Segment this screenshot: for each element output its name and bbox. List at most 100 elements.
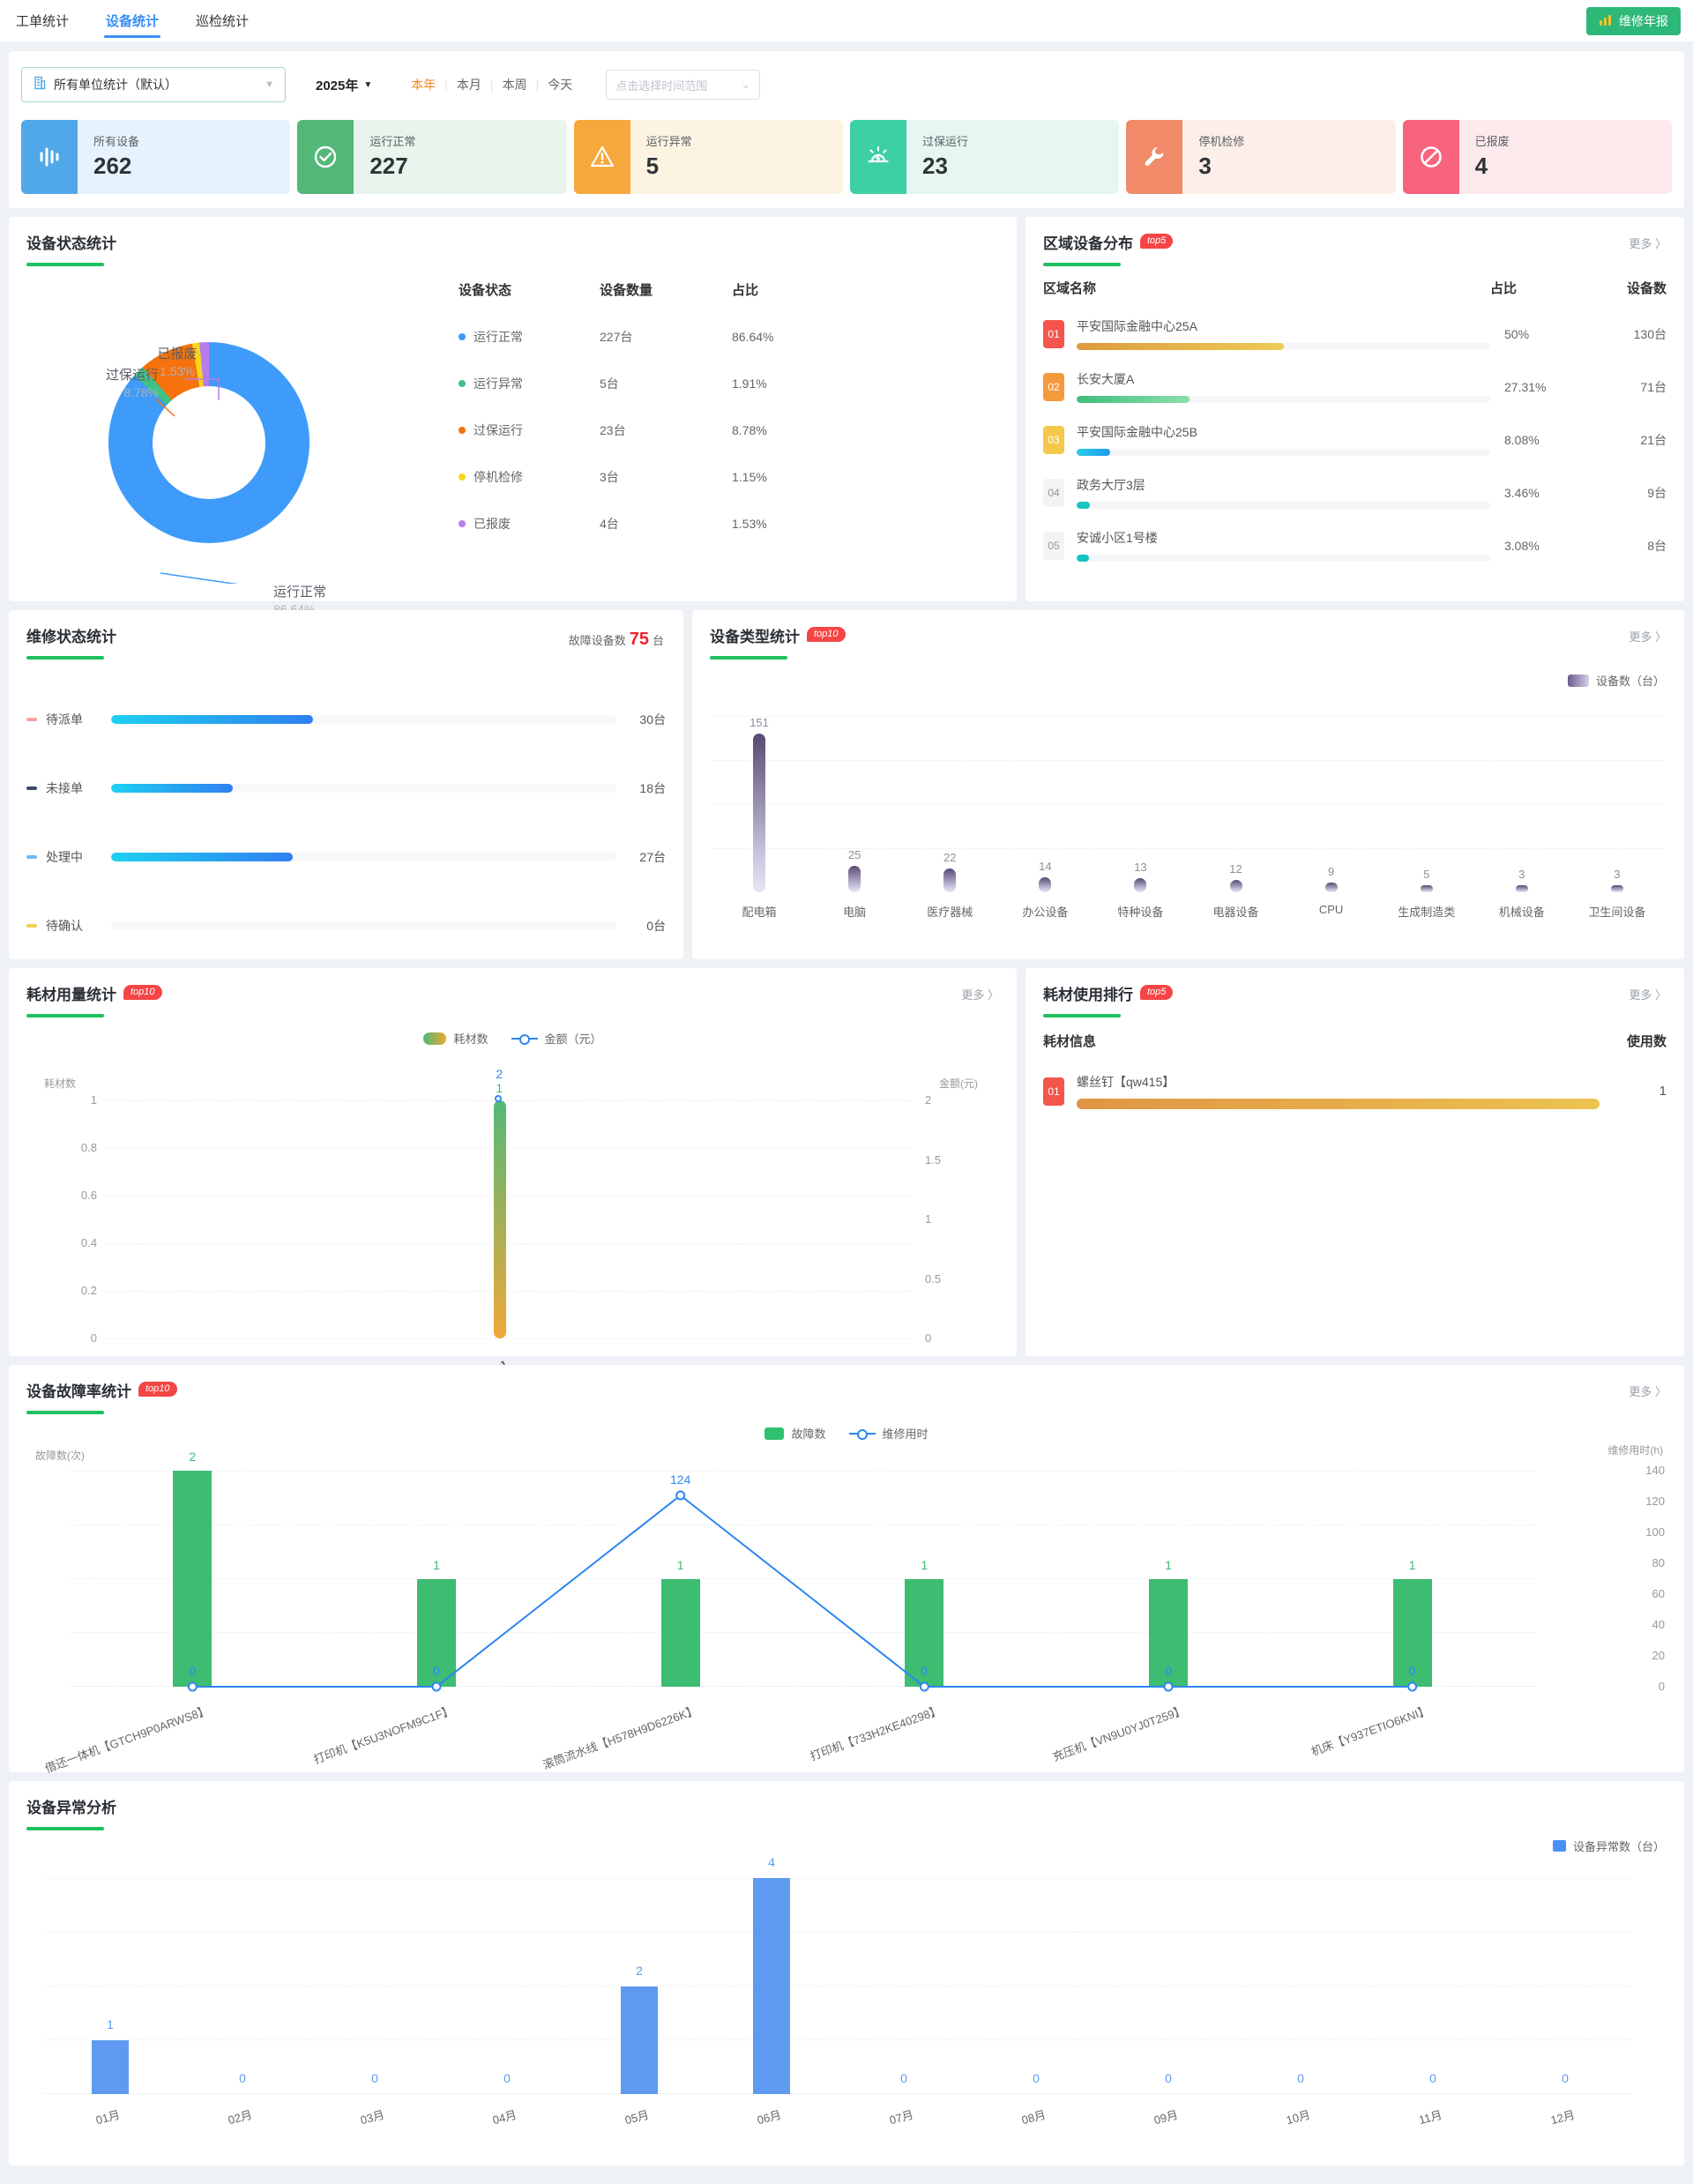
quick-this-week[interactable]: 本周 [502, 78, 527, 92]
region-row: 05 安诚小区1号楼 3.08% 8台 [1043, 529, 1667, 562]
tab-inspection[interactable]: 巡检统计 [196, 14, 250, 29]
panel-title: 设备故障率统计 [26, 1383, 131, 1400]
consumable-count: 1 [1659, 1084, 1667, 1099]
quick-today[interactable]: 今天 [548, 78, 573, 92]
fault-bar [660, 1578, 700, 1687]
region-name: 政务大厅3层 [1077, 478, 1145, 492]
bar-value-label: 1 [433, 1557, 440, 1572]
type-category-label: 特种设备 [1117, 906, 1164, 919]
legend-swatch [764, 1427, 785, 1440]
type-category-label: 电器设备 [1212, 906, 1259, 919]
region-pct: 8.08% [1504, 432, 1540, 447]
stat-label: 运行异常 [645, 135, 692, 148]
stat-card-body: 已报废 4 [1459, 120, 1672, 194]
tab-work-orders[interactable]: 工单统计 [16, 14, 70, 29]
axis-tick: 40 [1652, 1618, 1665, 1631]
stat-label: 过保运行 [921, 135, 968, 148]
bar-value-label: 1 [1408, 1557, 1416, 1572]
top-tab-bar: 工单统计 设备统计 巡检统计 维修年报 [0, 0, 1693, 42]
bar-value-label: 0 [900, 2071, 907, 2085]
month-label: 09月 [1152, 2107, 1180, 2128]
warning-triangle-icon [573, 120, 630, 194]
type-bar-column: 13 [1093, 716, 1188, 892]
more-link[interactable]: 更多 〉 [1629, 237, 1667, 250]
axis-tick: 80 [1652, 1556, 1665, 1569]
stat-card-body: 停机检修 3 [1182, 120, 1395, 194]
type-category-label: 生成制造类 [1398, 906, 1456, 919]
legend-dash [26, 786, 37, 790]
abnormal-bar [92, 2039, 129, 2094]
region-count: 71台 [1640, 379, 1667, 394]
quick-this-year[interactable]: 本年 [411, 78, 436, 92]
table-row: 运行异常 5台 1.91% [459, 375, 873, 392]
stat-card-body: 所有设备 262 [78, 120, 290, 194]
table-row: 运行正常 227台 86.64% [459, 328, 873, 346]
stat-card: 过保运行 23 [849, 120, 1120, 194]
status-label: 运行正常 [474, 330, 523, 344]
type-bar [1324, 883, 1338, 892]
month-label: 01月 [94, 2107, 122, 2128]
quick-range-group: 本年 | 本月 | 本周 | 今天 [402, 76, 581, 93]
unit-select[interactable]: 所有单位统计（默认） ▼ [21, 67, 286, 102]
type-bar-column: 22 [902, 716, 997, 892]
maintenance-report-button[interactable]: 维修年报 [1586, 7, 1681, 35]
month-label: 11月 [1417, 2107, 1443, 2128]
type-bar [1610, 885, 1623, 892]
year-select[interactable]: 2025年 ▼ [316, 78, 373, 93]
status-label: 过保运行 [474, 423, 523, 437]
device-type-chart: 151 25 22 14 13 12 9 5 3 3 [712, 716, 1665, 892]
more-link[interactable]: 更多 〉 [1629, 630, 1667, 644]
right-axis-title: 金额(元) [939, 1077, 978, 1090]
axis-tick: 1 [925, 1212, 932, 1226]
legend-swatch [1567, 674, 1589, 687]
wrench-icon [1126, 120, 1183, 194]
bar-value-label: 151 [750, 716, 769, 729]
abnormal-bar [753, 1878, 790, 2094]
legend-dash [26, 924, 37, 928]
legend-dash [26, 855, 37, 859]
repair-bar-track [111, 921, 616, 930]
fault-bar [173, 1471, 213, 1687]
filter-card: 所有单位统计（默认） ▼ 2025年 ▼ 本年 | 本月 | 本周 | 今天 点击选择… [9, 51, 1684, 208]
region-name: 安诚小区1号楼 [1077, 531, 1158, 545]
chevron-down-icon: ⌄ [741, 78, 751, 91]
region-name: 平安国际金融中心25B [1077, 425, 1197, 439]
legend-line-marker [511, 1033, 538, 1045]
stat-label: 停机检修 [1198, 135, 1245, 148]
region-pct: 3.46% [1504, 485, 1540, 500]
region-count: 9台 [1647, 485, 1667, 500]
more-link[interactable]: 更多 〉 [1629, 988, 1667, 1002]
rank-badge: 02 [1043, 372, 1064, 401]
status-dot [459, 473, 466, 481]
status-label: 运行异常 [474, 376, 523, 391]
more-link[interactable]: 更多 〉 [961, 988, 999, 1002]
type-category-label: 配电箱 [742, 906, 777, 919]
bar-value-label: 9 [1327, 865, 1335, 879]
region-count: 130台 [1633, 326, 1667, 341]
bar-value-label: 0 [1165, 2071, 1172, 2085]
quick-this-month[interactable]: 本月 [456, 78, 481, 92]
region-count: 21台 [1640, 432, 1667, 447]
repair-count: 27台 [639, 850, 666, 864]
date-range-input[interactable]: 点击选择时间范围 ⌄ [606, 70, 761, 100]
left-axis-title: 故障数(次) [35, 1450, 85, 1462]
type-category-label: CPU [1318, 903, 1344, 916]
consumable-rank-rows: 01 螺丝钉【qw415】 1 [1043, 1073, 1667, 1109]
donut-callout: 已报废 1.53% [157, 347, 198, 378]
tab-equipment[interactable]: 设备统计 [104, 0, 161, 41]
status-dot [459, 427, 466, 434]
stat-card-body: 运行异常 5 [630, 120, 843, 194]
right-axis-title: 维修用时(h) [1607, 1444, 1663, 1457]
unit-select-value: 所有单位统计（默认） [54, 78, 177, 92]
bar-value-label: 0 [1562, 2071, 1569, 2085]
axis-tick: 0.6 [80, 1189, 97, 1202]
type-bar [943, 868, 957, 892]
bar-value-label: 25 [847, 847, 861, 861]
more-link[interactable]: 更多 〉 [1629, 1385, 1667, 1398]
stat-value: 262 [93, 153, 132, 179]
consumable-bar [1077, 1099, 1600, 1109]
bar-chart-icon [1599, 14, 1613, 29]
region-pct: 50% [1504, 326, 1530, 341]
repair-status-row: 待确认 0台 [26, 917, 666, 935]
status-name: 已报废 [459, 515, 600, 533]
